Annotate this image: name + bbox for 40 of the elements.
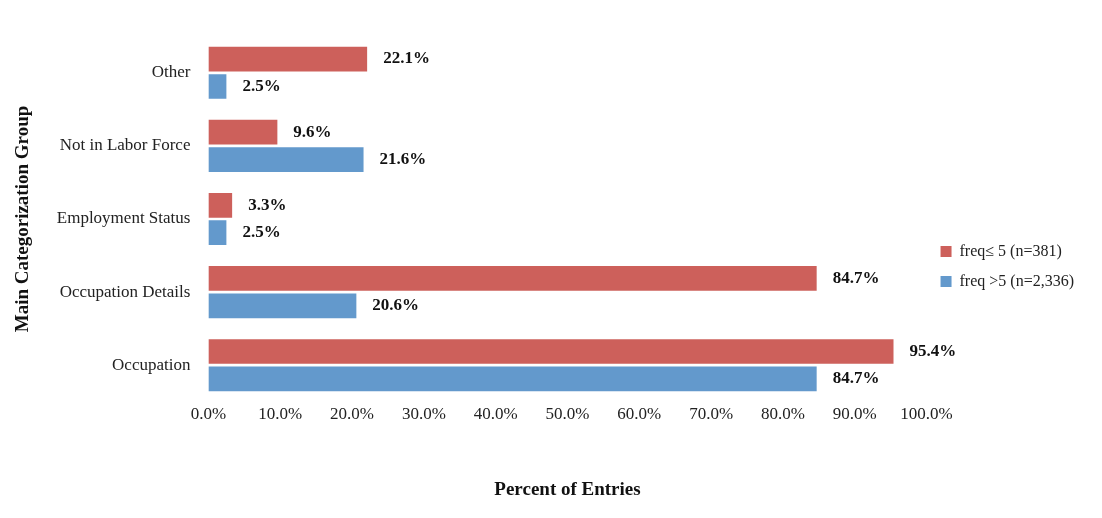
bar <box>208 220 227 246</box>
data-label: 9.6% <box>293 121 332 141</box>
bar <box>208 339 894 364</box>
bar <box>208 366 817 392</box>
x-axis-title: Percent of Entries <box>494 477 641 499</box>
x-tick-label: 50.0% <box>545 404 590 424</box>
data-label: 84.7% <box>832 267 880 287</box>
data-label: 22.1% <box>383 48 430 68</box>
data-label: 20.6% <box>372 295 420 315</box>
bar <box>208 266 817 291</box>
y-axis-title: Main Categorization Group <box>11 105 33 333</box>
legend-label: freq≤ 5 (n=381) <box>959 241 1062 260</box>
x-tick-label: 90.0% <box>832 404 877 424</box>
bar <box>208 119 278 145</box>
y-tick-label: Employment Status <box>56 208 191 228</box>
x-tick-label: 10.0% <box>258 404 303 424</box>
y-tick-label: Occupation <box>112 354 191 374</box>
data-label: 21.6% <box>379 148 427 168</box>
y-tick-label: Occupation Details <box>59 281 191 301</box>
x-tick-label: 70.0% <box>689 404 734 424</box>
data-label: 2.5% <box>242 75 281 95</box>
x-tick-label: 0.0% <box>190 404 227 424</box>
legend-label: freq >5 (n=2,336) <box>959 271 1075 290</box>
bar <box>208 192 233 218</box>
x-tick-label: 30.0% <box>401 404 446 424</box>
bar <box>208 293 357 319</box>
x-tick-label: 100.0% <box>900 404 953 424</box>
bar <box>208 46 368 72</box>
x-tick-label: 60.0% <box>617 404 662 424</box>
x-tick-label: 40.0% <box>473 404 518 424</box>
data-label: 84.7% <box>832 368 880 388</box>
data-label: 2.5% <box>242 222 281 242</box>
data-label: 3.3% <box>248 194 287 214</box>
x-tick-label: 20.0% <box>330 404 375 424</box>
y-tick-label: Other <box>151 62 191 82</box>
bar <box>208 147 364 172</box>
data-label: 95.4% <box>909 340 957 360</box>
x-tick-label: 80.0% <box>760 404 805 424</box>
y-tick-label: Not in Labor Force <box>59 135 191 155</box>
bar <box>208 74 227 99</box>
